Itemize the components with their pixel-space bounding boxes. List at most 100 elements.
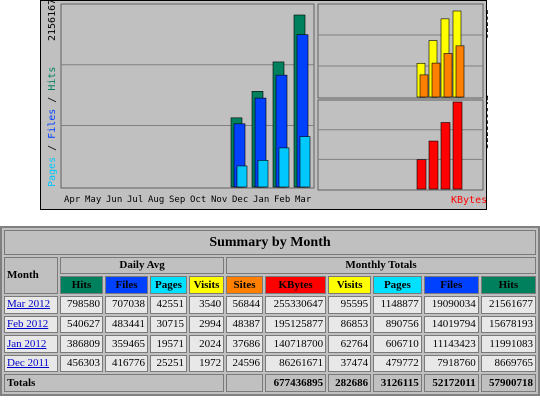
month-label-sep: Sep [169, 195, 185, 205]
cell-kbytes: 255330647 [264, 296, 327, 314]
month-label-feb: Feb [274, 195, 290, 205]
bar-kbytes-dec [416, 159, 427, 190]
month-link[interactable]: Mar 2012 [7, 298, 51, 311]
cell-kbytes: 140718700 [264, 335, 327, 353]
bar-pages-jan [257, 160, 269, 188]
month-link[interactable]: Feb 2012 [7, 317, 49, 330]
cell-visits: 62764 [328, 335, 372, 353]
cell-d-pages: 19571 [150, 335, 187, 353]
cell-d-hits: 386809 [60, 335, 104, 353]
left-legend-files: Files [47, 109, 58, 139]
table-row: Jan 2012 386809 359465 19571 2024 37686 140718… [4, 335, 536, 353]
column-header-row: Hits Files Pages Visits Sites KBytes Visits Pag… [4, 276, 536, 295]
cell-d-pages: 42551 [150, 296, 187, 314]
bar-kbytes-mar [452, 101, 463, 190]
month-link[interactable]: Dec 2011 [7, 357, 50, 370]
month-header: Month [4, 256, 59, 295]
cell-sites: 56844 [226, 296, 263, 314]
cell-pages: 890756 [373, 315, 422, 334]
cell-d-hits: 456303 [60, 354, 104, 373]
month-label-jul: Jul [127, 195, 143, 205]
month-label-dec: Dec [232, 195, 248, 205]
month-label-oct: Oct [190, 195, 206, 205]
cell-hits: 8669765 [480, 354, 536, 373]
cell-d-files: 483441 [105, 315, 149, 334]
right-top-max-label: 95595 [486, 9, 488, 39]
right-bottom-max-label: 255330647 [486, 95, 488, 149]
bar-sites-jan [431, 62, 441, 98]
table-row: Dec 2011 456303 416776 25251 1972 24596 862616… [4, 354, 536, 373]
totals-row: Totals 677436895 282686 3126115 52172011… [4, 374, 536, 392]
table-row: Mar 2012 798580 707038 42551 3540 56844 255330… [4, 296, 536, 314]
cell-files: 14019794 [423, 315, 479, 334]
cell-pages: 1148877 [373, 296, 422, 314]
monthly-col-sites: Sites [226, 276, 263, 295]
month-label-mar: Mar [295, 195, 312, 205]
totals-label: Totals [4, 374, 225, 392]
usage-graph: 21561677 Pages / Files / Hits Apr May Jun Jul… [47, 1, 488, 206]
cell-hits: 11991083 [480, 335, 536, 353]
cell-hits: 15678193 [480, 315, 536, 334]
totals-sites-blank [226, 374, 263, 392]
cell-d-hits: 798580 [60, 296, 104, 314]
monthly-col-kbytes: KBytes [264, 276, 327, 295]
cell-d-hits: 540627 [60, 315, 104, 334]
cell-d-files: 707038 [105, 296, 149, 314]
cell-kbytes: 86261671 [264, 354, 327, 373]
cell-d-visits: 1972 [188, 354, 225, 373]
cell-d-pages: 30715 [150, 315, 187, 334]
cell-d-visits: 2994 [188, 315, 225, 334]
bar-pages-mar [299, 136, 311, 188]
daily-col-hits: Hits [60, 276, 104, 295]
month-link[interactable]: Jan 2012 [7, 337, 47, 350]
right-top-plot-frame [317, 3, 484, 99]
bar-kbytes-feb [440, 122, 451, 190]
left-plot-frame [60, 3, 315, 189]
monthly-col-visits: Visits [328, 276, 372, 295]
left-legend: Pages / Files / Hits [47, 67, 58, 187]
month-cell: Feb 2012 [4, 315, 59, 334]
monthly-col-pages: Pages [373, 276, 422, 295]
monthly-col-files: Files [423, 276, 479, 295]
cell-visits: 95595 [328, 296, 372, 314]
usage-graph-panel: 21561677 Pages / Files / Hits Apr May Jun Jul… [40, 0, 488, 210]
right-bottom-plot-frame [317, 99, 484, 191]
summary-by-month-table: Summary by Month Month Daily Avg Monthly… [0, 226, 540, 396]
bar-sites-mar [455, 45, 465, 98]
cell-visits: 37474 [328, 354, 372, 373]
totals-pages: 3126115 [373, 374, 422, 392]
monthly-col-hits: Hits [480, 276, 536, 295]
cell-d-visits: 2024 [188, 335, 225, 353]
left-legend-hits: Hits [47, 67, 58, 91]
cell-d-files: 359465 [105, 335, 149, 353]
cell-d-pages: 25251 [150, 354, 187, 373]
cell-hits: 21561677 [480, 296, 536, 314]
month-label-jan: Jan [253, 195, 269, 205]
table-body: Mar 2012 798580 707038 42551 3540 56844 255330… [4, 296, 536, 373]
month-cell: Mar 2012 [4, 296, 59, 314]
totals-hits: 57900718 [480, 374, 536, 392]
cell-pages: 606710 [373, 335, 422, 353]
month-label-may: May [85, 195, 102, 205]
daily-col-files: Files [105, 276, 149, 295]
left-legend-pages: Pages [47, 157, 58, 187]
cell-d-files: 416776 [105, 354, 149, 373]
cell-files: 7918760 [423, 354, 479, 373]
cell-sites: 48387 [226, 315, 263, 334]
kbytes-legend: KBytes [451, 195, 487, 206]
table-row: Feb 2012 540627 483441 30715 2994 48387 195125… [4, 315, 536, 334]
left-legend-sep2: / [47, 91, 58, 109]
cell-kbytes: 195125877 [264, 315, 327, 334]
cell-sites: 37686 [226, 335, 263, 353]
monthly-totals-header: Monthly Totals [226, 256, 536, 275]
totals-files: 52172011 [423, 374, 479, 392]
cell-d-visits: 3540 [188, 296, 225, 314]
month-cell: Dec 2011 [4, 354, 59, 373]
table-title: Summary by Month [4, 230, 536, 255]
cell-sites: 24596 [226, 354, 263, 373]
bar-pages-dec [236, 165, 248, 188]
cell-pages: 479772 [373, 354, 422, 373]
month-label-jun: Jun [106, 195, 122, 205]
cell-files: 11143423 [423, 335, 479, 353]
cell-files: 19090034 [423, 296, 479, 314]
